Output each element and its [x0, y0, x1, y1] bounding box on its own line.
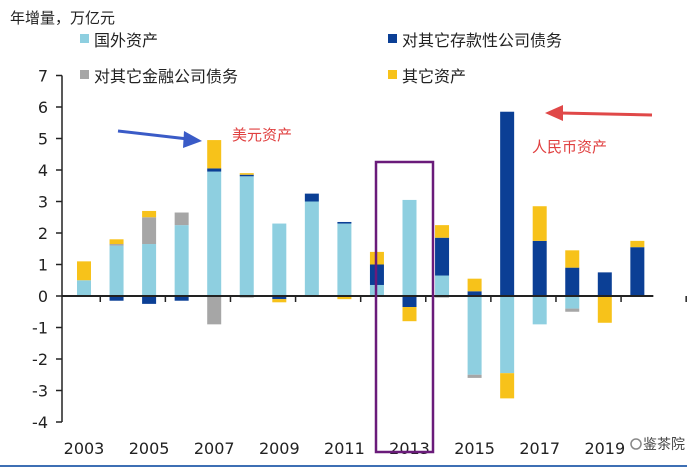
x-tick-label: 2013	[389, 439, 430, 458]
bar-2008-series-0	[239, 176, 254, 296]
bar-2003-series-0	[77, 280, 91, 296]
bar-2015-series-2	[467, 374, 482, 378]
legend-label: 对其它存款性公司债务	[402, 31, 562, 50]
bar-2020-series-3	[630, 240, 645, 248]
bar-2010-series-0	[304, 201, 319, 296]
legend-swatch	[80, 34, 89, 43]
bar-2011-series-3	[337, 296, 352, 300]
blue-arrow	[117, 129, 202, 148]
bar-2017-series-1	[532, 240, 547, 296]
annotation-usd-assets: 美元资产	[232, 126, 292, 144]
legend-label: 对其它金融公司债务	[94, 67, 238, 86]
bar-2014-series-0	[435, 275, 450, 296]
bar-2005-series-1	[142, 296, 157, 304]
bar-2019-series-3	[597, 296, 612, 323]
bar-2006-series-2	[174, 212, 189, 226]
bar-2004-series-1	[109, 296, 124, 301]
bar-2009-series-0	[272, 223, 287, 296]
bar-2006-series-1	[174, 296, 189, 301]
bar-2016-series-3	[500, 373, 515, 399]
bar-2007-series-2	[207, 296, 222, 325]
y-tick-label: -3	[32, 382, 48, 401]
annotation-rmb-assets: 人民币资产	[532, 138, 607, 156]
bar-2017-series-3	[532, 206, 547, 241]
bar-2013-series-1	[402, 296, 417, 308]
x-tick-label: 2015	[454, 439, 495, 458]
bar-2004-series-2	[109, 244, 124, 246]
y-tick-label: 6	[38, 98, 48, 117]
bar-2007-series-3	[207, 140, 222, 169]
x-tick-label: 2019	[584, 439, 625, 458]
y-tick-label: -1	[32, 319, 48, 338]
bar-2007-series-1	[207, 168, 222, 172]
bar-2013-series-0	[402, 199, 417, 296]
y-tick-label: 7	[38, 67, 48, 86]
x-tick-label: 2003	[64, 439, 105, 458]
y-tick-label: 0	[38, 287, 48, 306]
bar-2018-series-1	[565, 267, 580, 296]
bar-2009-series-3	[272, 299, 287, 303]
bar-2004-series-3	[109, 239, 124, 245]
legend-swatch	[388, 70, 397, 79]
bar-2010-series-1	[304, 193, 319, 202]
y-tick-label: 3	[38, 193, 48, 212]
bar-2019-series-1	[597, 272, 612, 296]
bar-2011-series-1	[337, 221, 352, 224]
bar-2013-series-3	[402, 307, 417, 322]
x-tick-label: 2017	[519, 439, 560, 458]
bar-2008-series-3	[239, 173, 254, 175]
bar-2018-series-3	[565, 250, 580, 268]
legend-swatch	[80, 70, 89, 79]
y-tick-label: 1	[38, 256, 48, 275]
bar-2015-series-1	[467, 291, 482, 296]
bar-2009-series-1	[272, 296, 287, 300]
bar-2005-series-0	[142, 244, 157, 296]
bar-2016-series-0	[500, 296, 515, 374]
x-tick-label: 2007	[194, 439, 235, 458]
bar-2004-series-0	[109, 245, 124, 296]
y-tick-label: 4	[38, 161, 48, 180]
bar-2020-series-1	[630, 247, 645, 296]
y-tick-label: -2	[32, 350, 48, 369]
bar-2018-series-2	[565, 308, 580, 312]
y-tick-label: 5	[38, 130, 48, 149]
legend-swatch	[388, 34, 397, 43]
watermark-icon	[630, 438, 642, 450]
bar-2018-series-0	[565, 296, 580, 309]
bar-2017-series-0	[532, 296, 547, 325]
bar-2014-series-1	[435, 237, 450, 276]
bar-2008-series-1	[239, 174, 254, 177]
bar-2011-series-0	[337, 223, 352, 296]
legend-label: 国外资产	[94, 31, 158, 50]
svg-text:鉴茶院: 鉴茶院	[643, 437, 685, 453]
x-tick-label: 2009	[259, 439, 300, 458]
y-axis-title: 年增量，万亿元	[10, 9, 115, 27]
legend-label: 其它资产	[402, 67, 466, 86]
bar-2015-series-0	[467, 296, 482, 375]
bar-2016-series-1	[500, 111, 515, 296]
highlight-box-2012-2013	[374, 160, 435, 454]
bar-2005-series-2	[142, 217, 157, 245]
x-tick-label: 2005	[129, 439, 170, 458]
red-arrow	[545, 105, 653, 121]
x-tick-label: 2011	[324, 439, 365, 458]
y-tick-label: -4	[32, 413, 48, 432]
y-tick-label: 2	[38, 224, 48, 243]
bar-2005-series-3	[142, 210, 157, 218]
bar-2003-series-3	[77, 261, 91, 281]
bar-2015-series-3	[467, 278, 482, 292]
watermark: 鉴茶院	[630, 437, 685, 453]
bar-2007-series-0	[207, 171, 222, 296]
bar-2014-series-3	[435, 225, 450, 238]
bar-2006-series-0	[174, 225, 189, 296]
